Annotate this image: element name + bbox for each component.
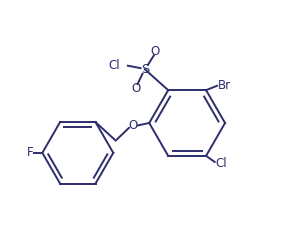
Text: O: O: [151, 45, 160, 58]
Text: O: O: [132, 82, 141, 95]
Text: Br: Br: [218, 79, 231, 92]
Text: F: F: [26, 146, 33, 159]
Text: O: O: [129, 119, 138, 132]
Text: S: S: [141, 63, 149, 76]
Text: Cl: Cl: [109, 59, 120, 72]
Text: Cl: Cl: [215, 157, 227, 170]
